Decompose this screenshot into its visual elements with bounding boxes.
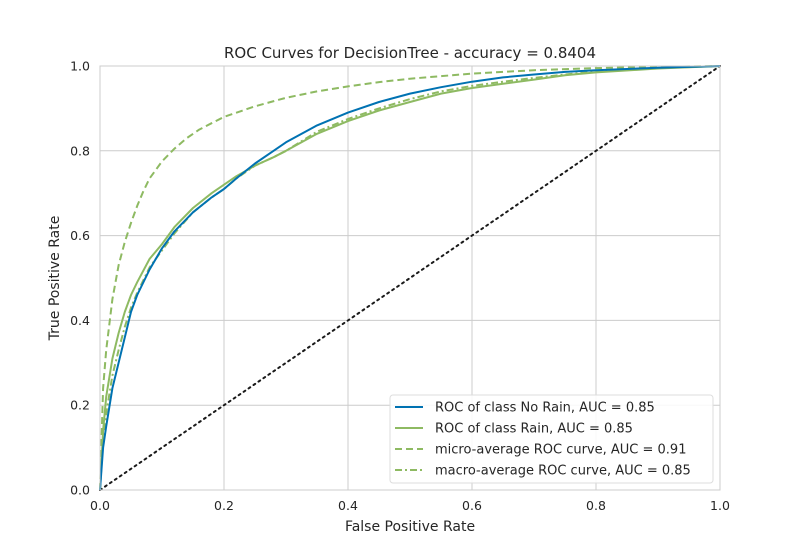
x-tick-label: 0.0: [90, 498, 110, 513]
chance-diagonal-line: [99, 65, 721, 491]
series-line-micro-average-roc-curve: [99, 65, 721, 491]
legend-label: ROC of class Rain, AUC = 0.85: [435, 422, 633, 437]
x-tick-label: 0.6: [462, 498, 482, 513]
y-tick-label: 0.0: [70, 483, 90, 498]
plot-frame: [99, 65, 721, 491]
y-tick-label: 0.6: [70, 228, 90, 243]
x-tick-label: 0.4: [338, 498, 358, 513]
legend-box: [389, 394, 714, 484]
legend-label: ROC of class No Rain, AUC = 0.85: [435, 401, 655, 416]
x-tick-label: 0.8: [586, 498, 606, 513]
y-axis-label: True Positive Rate: [47, 216, 63, 342]
y-tick-label: 0.8: [70, 143, 90, 158]
y-tick-label: 0.2: [70, 398, 90, 413]
x-tick-label: 1.0: [710, 498, 730, 513]
series-line-roc-of-class-no-rain: [99, 65, 721, 491]
legend-label: micro-average ROC curve, AUC = 0.91: [435, 443, 686, 458]
x-axis-label: False Positive Rate: [345, 519, 475, 535]
chart-title: ROC Curves for DecisionTree - accuracy =…: [224, 44, 596, 62]
x-tick-label: 0.2: [214, 498, 234, 513]
legend: ROC of class No Rain, AUC = 0.85 ROC of c…: [389, 394, 714, 484]
y-tick-label: 0.4: [70, 313, 90, 328]
legend-label: macro-average ROC curve, AUC = 0.85: [435, 464, 691, 479]
y-tick-label: 1.0: [70, 59, 90, 74]
